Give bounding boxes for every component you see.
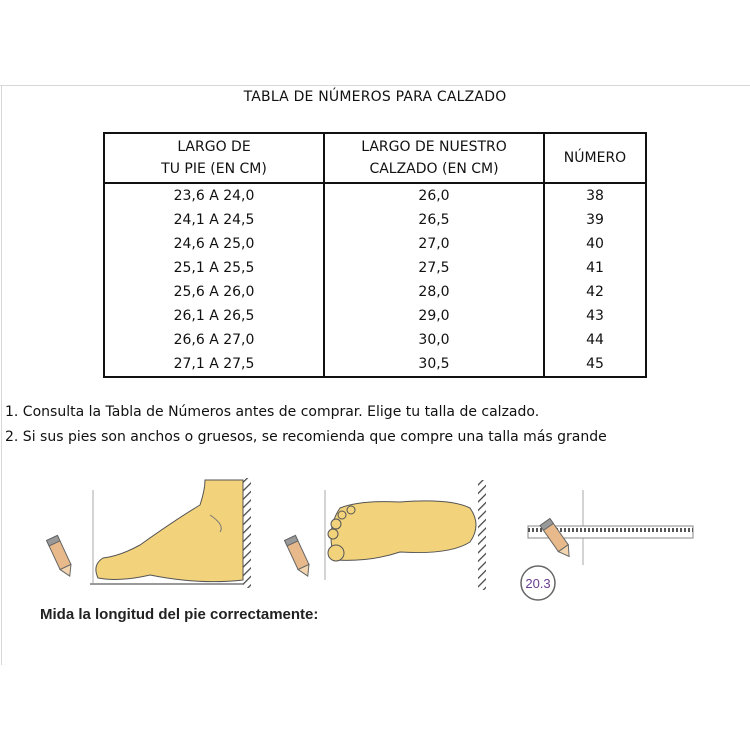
side-foot-figure xyxy=(46,478,251,588)
size-cell: 41 xyxy=(543,256,647,280)
size-cell: 44 xyxy=(543,328,647,352)
header-foot-length: LARGO DE TU PIE (EN CM) xyxy=(103,133,325,184)
header-size: NÚMERO xyxy=(543,133,647,184)
page-title: TABLA DE NÚMEROS PARA CALZADO xyxy=(243,89,507,105)
table-row: 25,1 A 25,5 27,5 41 xyxy=(103,256,647,280)
top-divider xyxy=(0,85,750,86)
table-row: 27,1 A 27,5 30,5 45 xyxy=(103,352,647,377)
note-1: 1. Consulta la Tabla de Números antes de… xyxy=(5,404,540,420)
ruler-figure: 20.3 xyxy=(520,490,694,601)
shoe-length-cell: 29,0 xyxy=(323,304,545,328)
table-row: 25,6 A 26,0 28,0 42 xyxy=(103,280,647,304)
table-row: 24,6 A 25,0 27,0 40 xyxy=(103,232,647,256)
size-cell: 40 xyxy=(543,232,647,256)
size-cell: 45 xyxy=(543,352,647,377)
header-shoe-length: LARGO DE NUESTRO CALZADO (EN CM) xyxy=(323,133,545,184)
header-text: CALZADO (EN CM) xyxy=(369,161,499,177)
foot-length-cell: 23,6 A 24,0 xyxy=(103,183,325,208)
left-divider xyxy=(1,85,2,665)
top-foot-figure xyxy=(284,480,486,590)
measurement-value: 20.3 xyxy=(525,576,550,591)
table-row: 26,1 A 26,5 29,0 43 xyxy=(103,304,647,328)
note-2: 2. Si sus pies son anchos o gruesos, se … xyxy=(5,429,607,445)
foot-length-cell: 25,6 A 26,0 xyxy=(103,280,325,304)
header-text: TU PIE (EN CM) xyxy=(161,161,267,177)
shoe-length-cell: 27,0 xyxy=(323,232,545,256)
foot-length-cell: 24,1 A 24,5 xyxy=(103,208,325,232)
size-cell: 39 xyxy=(543,208,647,232)
foot-length-cell: 26,1 A 26,5 xyxy=(103,304,325,328)
foot-length-cell: 24,6 A 25,0 xyxy=(103,232,325,256)
table-row: 26,6 A 27,0 30,0 44 xyxy=(103,328,647,352)
header-text: LARGO DE xyxy=(177,139,251,155)
table-row: 24,1 A 24,5 26,5 39 xyxy=(103,208,647,232)
shoe-length-cell: 30,0 xyxy=(323,328,545,352)
illustration-caption: Mida la longitud del pie correctamente: xyxy=(40,606,319,623)
foot-length-cell: 25,1 A 25,5 xyxy=(103,256,325,280)
foot-length-cell: 26,6 A 27,0 xyxy=(103,328,325,352)
foot-measure-illustration: 20.3 xyxy=(46,478,694,601)
size-table: LARGO DE TU PIE (EN CM) LARGO DE NUESTRO C… xyxy=(103,132,647,378)
foot-length-cell: 27,1 A 27,5 xyxy=(103,352,325,377)
size-cell: 42 xyxy=(543,280,647,304)
size-cell: 38 xyxy=(543,183,647,208)
shoe-length-cell: 26,5 xyxy=(323,208,545,232)
header-text: LARGO DE NUESTRO xyxy=(361,139,507,155)
table-row: 23,6 A 24,0 26,0 38 xyxy=(103,183,647,208)
shoe-length-cell: 26,0 xyxy=(323,183,545,208)
size-cell: 43 xyxy=(543,304,647,328)
shoe-length-cell: 28,0 xyxy=(323,280,545,304)
shoe-length-cell: 30,5 xyxy=(323,352,545,377)
shoe-length-cell: 27,5 xyxy=(323,256,545,280)
table-header-row: LARGO DE TU PIE (EN CM) LARGO DE NUESTRO C… xyxy=(103,133,647,184)
